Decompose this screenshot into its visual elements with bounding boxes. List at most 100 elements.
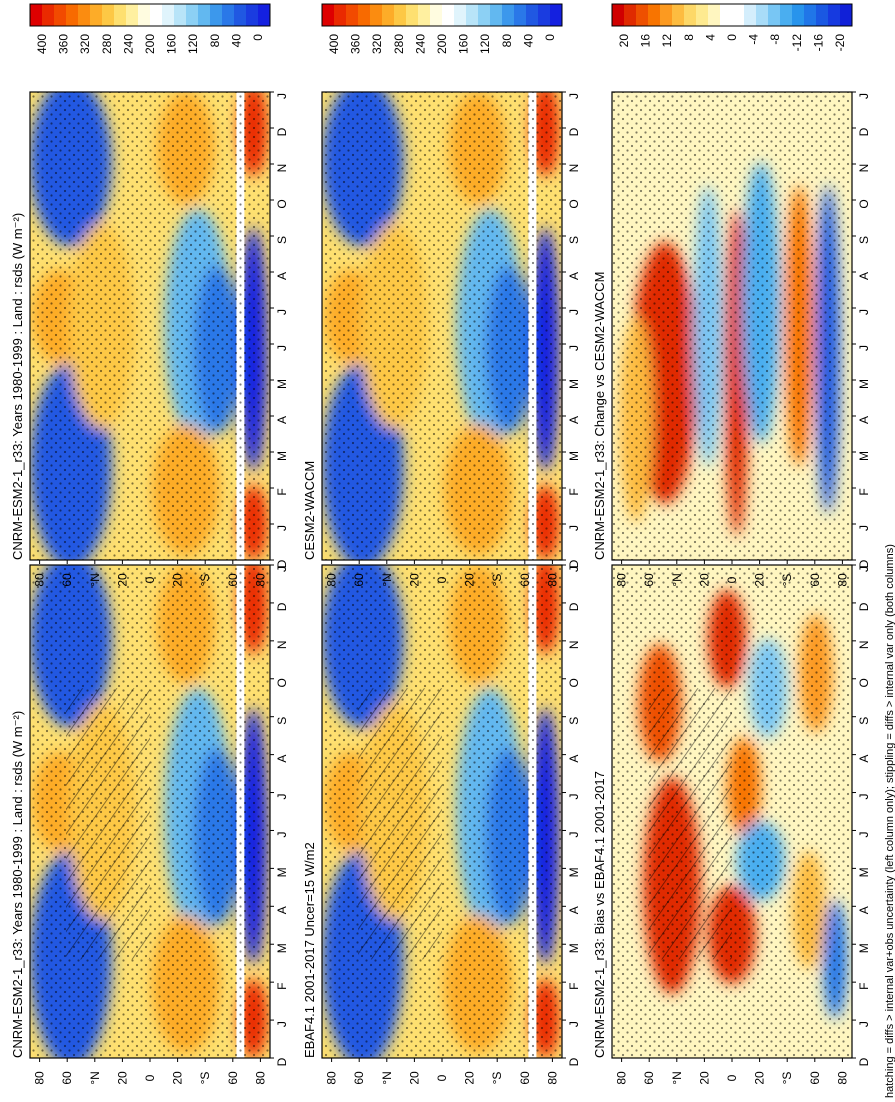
- month-tick-label: S: [857, 236, 871, 244]
- month-tick-label: N: [857, 641, 871, 650]
- month-tick-label: O: [567, 678, 581, 687]
- month-tick-label: J: [567, 93, 581, 99]
- lat-tick-label: 80: [545, 1071, 559, 1085]
- month-tick-label: J: [857, 794, 871, 800]
- lat-tick-label: 20: [407, 1071, 421, 1085]
- lat-tick-label: 0: [725, 1074, 739, 1081]
- month-tick-label: A: [567, 755, 581, 763]
- panel-field: [322, 565, 562, 1058]
- colorbar-swatch: [756, 4, 769, 26]
- colorbar-swatch: [30, 4, 43, 26]
- colorbar-swatch: [334, 4, 347, 26]
- colorbar-swatch: [514, 4, 527, 26]
- month-tick-label: N: [857, 164, 871, 173]
- lat-tick-label: 20: [697, 573, 711, 587]
- month-tick-label: F: [275, 982, 289, 989]
- month-tick-label: J: [275, 345, 289, 351]
- month-tick-label: D: [567, 602, 581, 611]
- lat-tick-label: 60: [642, 1071, 656, 1085]
- month-tick-label: D: [567, 127, 581, 136]
- colorbar-tick-label: 280: [100, 34, 114, 54]
- lat-tick-label: 0: [143, 576, 157, 583]
- month-tick-label: F: [857, 982, 871, 989]
- month-tick-label: J: [857, 309, 871, 315]
- lat-tick-label: °N: [380, 573, 394, 586]
- lat-tick-label: 60: [642, 573, 656, 587]
- month-tick-label: J: [275, 566, 289, 572]
- colorbar-swatch: [780, 4, 793, 26]
- colorbar-tick-label: 160: [165, 34, 179, 54]
- stippling: [322, 92, 562, 560]
- lat-tick-label: 60: [518, 1071, 532, 1085]
- colorbar-swatch: [804, 4, 817, 26]
- colorbar-swatch: [744, 4, 757, 26]
- colorbar-tick-label: 360: [57, 34, 71, 54]
- colorbar-tick-label: 160: [457, 34, 471, 54]
- lat-tick-label: 60: [518, 573, 532, 587]
- lat-tick-label: °N: [88, 573, 102, 586]
- panel-model-left: CNRM-ESM2-1_r33: Years 1980-1999 : Land …: [10, 476, 289, 1085]
- colorbar-tick-label: 280: [392, 34, 406, 54]
- colorbar-swatch: [478, 4, 491, 26]
- colorbar-swatch: [382, 4, 395, 26]
- month-tick-label: A: [857, 906, 871, 914]
- colorbar-swatch: [454, 4, 467, 26]
- colorbar-swatch: [322, 4, 335, 26]
- panel-title: CNRM-ESM2-1_r33: Years 1980-1999 : Land …: [10, 711, 25, 1058]
- colorbar-frame: [611, 3, 853, 27]
- lat-tick-label: 80: [253, 1071, 267, 1085]
- month-tick-label: F: [275, 488, 289, 495]
- lat-tick-label: °S: [490, 1072, 504, 1085]
- month-tick-label: M: [857, 451, 871, 461]
- lat-tick-label: 80: [33, 573, 47, 587]
- month-tick-label: M: [275, 867, 289, 877]
- colorbar-swatch: [66, 4, 79, 26]
- colorbar-tick-label: 120: [186, 34, 200, 54]
- month-tick-label: J: [567, 831, 581, 837]
- lat-tick-label: 60: [226, 573, 240, 587]
- colorbar-swatch: [660, 4, 673, 26]
- colorbar-swatch: [490, 4, 503, 26]
- lat-tick-label: 60: [352, 1071, 366, 1085]
- colorbar-swatch: [538, 4, 551, 26]
- lat-tick-label: 20: [753, 1071, 767, 1085]
- month-tick-label: J: [567, 1021, 581, 1027]
- colorbar-swatch: [394, 4, 407, 26]
- colorbar-tick-label: -20: [833, 34, 847, 52]
- lat-tick-label: 80: [835, 1071, 849, 1085]
- panel-bias: CNRM-ESM2-1_r33: Bias vs EBAF4.1 2001-20…: [592, 476, 871, 1085]
- colorbar-swatch: [636, 4, 649, 26]
- month-tick-label: D: [857, 127, 871, 136]
- colorbar-swatch: [732, 4, 745, 26]
- colorbar-frame: [321, 3, 563, 27]
- month-tick-label: J: [857, 525, 871, 531]
- month-tick-label: A: [857, 416, 871, 424]
- figure-caption: hatching = diffs > internal var+obs unce…: [884, 544, 895, 1098]
- colorbar-tick-label: 80: [208, 34, 222, 48]
- lat-tick-label: 20: [171, 1071, 185, 1085]
- colorbar-tick-label: 0: [251, 34, 265, 41]
- colorbar-swatch: [358, 4, 371, 26]
- lat-tick-label: 0: [435, 1074, 449, 1081]
- panel-field: [30, 92, 270, 560]
- colorbar-tick-label: 320: [78, 34, 92, 54]
- month-tick-label: J: [857, 345, 871, 351]
- month-tick-label: J: [857, 566, 871, 572]
- month-tick-label: F: [857, 488, 871, 495]
- lat-tick-label: 20: [171, 573, 185, 587]
- colorbar-tick-label: 80: [500, 34, 514, 48]
- month-tick-label: D: [275, 559, 289, 568]
- lat-tick-label: 60: [226, 1071, 240, 1085]
- lat-tick-label: 80: [615, 573, 629, 587]
- lat-tick-label: °S: [198, 1072, 212, 1085]
- lat-tick-label: 20: [463, 1071, 477, 1085]
- month-tick-label: J: [857, 831, 871, 837]
- lat-tick-label: 20: [463, 573, 477, 587]
- colorbar-tick-label: 400: [35, 34, 49, 54]
- month-tick-label: D: [275, 1057, 289, 1066]
- month-tick-label: D: [857, 1057, 871, 1066]
- lat-tick-label: 80: [325, 573, 339, 587]
- colorbar-tick-label: 8: [682, 34, 696, 41]
